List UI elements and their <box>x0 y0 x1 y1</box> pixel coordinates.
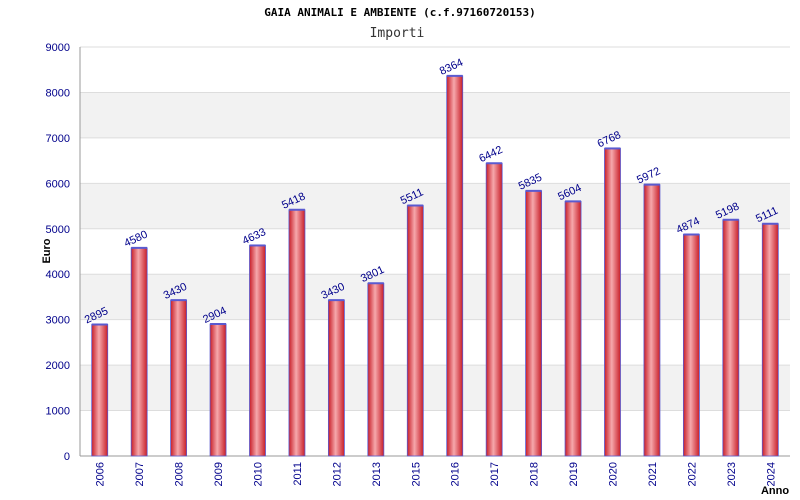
y-tick-label: 2000 <box>46 360 70 372</box>
bar-2009 <box>209 323 227 457</box>
bar-2020 <box>604 148 621 457</box>
value-label-2017: 6442 <box>477 144 504 165</box>
bar-2012 <box>327 299 345 457</box>
x-tick-label-2019: 2019 <box>568 462 580 486</box>
x-tick-label-2020: 2020 <box>608 462 620 486</box>
bar-2006 <box>91 324 109 457</box>
x-tick-label-2006: 2006 <box>95 462 107 486</box>
y-tick-label: 4000 <box>46 269 70 281</box>
bar-2017 <box>485 162 503 457</box>
bar-2016 <box>446 75 464 457</box>
bar-2021 <box>643 184 661 457</box>
bar-2018 <box>525 190 543 457</box>
bar-2023 <box>722 219 740 457</box>
band-1 <box>80 365 790 411</box>
y-tick-label: 7000 <box>46 133 70 145</box>
band-5 <box>80 183 790 229</box>
chart-subtitle: Importi <box>370 26 425 41</box>
x-tick-label-2012: 2012 <box>331 462 343 486</box>
x-tick-label-2007: 2007 <box>134 462 146 486</box>
background-bands <box>80 92 790 411</box>
x-tick-label-2024: 2024 <box>765 462 777 486</box>
value-label-2016: 8364 <box>438 57 465 78</box>
y-tick-label: 8000 <box>46 87 70 99</box>
x-tick-label-2008: 2008 <box>174 462 186 486</box>
chart-title: GAIA ANIMALI E AMBIENTE (c.f.97160720153… <box>264 6 536 19</box>
bar-2022 <box>682 234 700 457</box>
y-tick-label: 6000 <box>46 178 70 190</box>
y-tick-label: 1000 <box>46 406 70 418</box>
x-tick-label-2016: 2016 <box>450 462 462 486</box>
bars <box>91 74 779 457</box>
bar-2019 <box>564 200 582 457</box>
x-tick-label-2022: 2022 <box>686 462 698 486</box>
x-tick-label-2009: 2009 <box>213 462 225 486</box>
y-axis-label: Euro <box>41 238 53 263</box>
bar-2013 <box>367 282 385 457</box>
bar-2007 <box>130 247 148 457</box>
x-tick-label-2023: 2023 <box>726 462 738 486</box>
bar-2015 <box>406 205 424 457</box>
bar-2008 <box>170 299 188 457</box>
x-tick-label-2017: 2017 <box>489 462 501 486</box>
y-tick-labels: 0 1000 2000 3000 4000 5000 6000 7000 8000 9000 <box>46 42 70 463</box>
y-tick-label: 5000 <box>46 224 70 236</box>
band-3 <box>80 274 790 320</box>
value-label-2007: 4580 <box>122 229 149 250</box>
x-tick-label-2018: 2018 <box>529 462 541 486</box>
bar-2024 <box>761 223 779 457</box>
x-tick-label-2015: 2015 <box>410 462 422 486</box>
bar-2011 <box>288 209 306 457</box>
x-tick-labels: 2006 2007 2008 2009 2010 2011 2012 2013 2015 2016… <box>95 462 778 486</box>
y-tick-label: 0 <box>64 451 70 463</box>
band-7 <box>80 92 790 138</box>
bar-2010 <box>249 245 266 457</box>
y-tick-label: 9000 <box>46 42 70 54</box>
y-tick-label: 3000 <box>46 315 70 327</box>
x-tick-label-2013: 2013 <box>371 462 383 486</box>
x-tick-label-2010: 2010 <box>253 462 265 486</box>
x-tick-label-2011: 2011 <box>292 462 304 486</box>
x-axis-label: Anno <box>761 485 789 497</box>
value-label-2010: 4633 <box>241 226 268 247</box>
x-tick-label-2021: 2021 <box>647 462 659 486</box>
